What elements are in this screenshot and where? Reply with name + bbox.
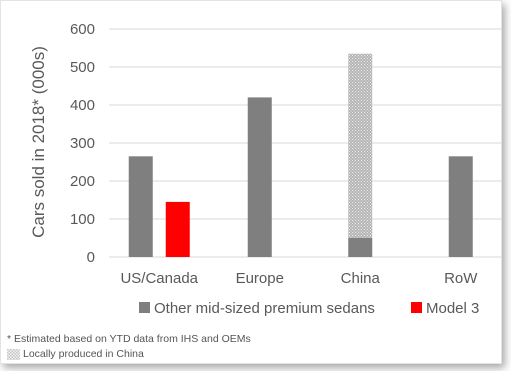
hatch-swatch-icon [7,348,20,360]
y-tick-label: 300 [70,135,95,152]
legend-swatch [411,302,422,313]
bar-china-other-sedans [348,238,373,257]
footnote-estimate: * Estimated based on YTD data from IHS a… [7,333,251,345]
x-category-label: China [341,270,381,287]
legend-label: Model 3 [426,300,479,317]
y-tick-label: 0 [87,249,95,266]
y-tick-label: 600 [70,21,95,38]
bar-row-other-sedans [448,156,473,257]
legend-swatch [139,302,150,313]
x-category-label: RoW [444,270,478,287]
axis-labels: 0 100 200 300 400 500 600 US/Canada Europe China R… [70,21,478,287]
footnote-estimate-text: * Estimated based on YTD data from IHS a… [7,333,251,345]
footnote-local: Locally produced in China [7,348,144,360]
bar-us-canada-model-3 [165,201,190,257]
bar-china-locally-produced [348,53,373,239]
y-tick-label: 400 [70,97,95,114]
bar-chart: 0 100 200 300 400 500 600 US/Canada Europe China R… [29,21,501,317]
y-tick-label: 500 [70,59,95,76]
x-category-label: Europe [236,270,284,287]
chart-card: 0 100 200 300 400 500 600 US/Canada Europe China R… [0,0,502,364]
y-tick-label: 100 [70,211,95,228]
bars [128,53,473,258]
y-tick-label: 200 [70,173,95,190]
x-category-label: US/Canada [120,270,198,287]
legend: Other mid-sized premium sedans Model 3 [139,300,479,317]
y-axis-title: Cars sold in 2018* (000s) [29,46,48,238]
bar-us-canada-other-sedans [128,156,153,257]
footnote-local-text: Locally produced in China [23,348,144,360]
legend-label: Other mid-sized premium sedans [154,300,375,317]
bar-europe-other-sedans [247,97,272,258]
